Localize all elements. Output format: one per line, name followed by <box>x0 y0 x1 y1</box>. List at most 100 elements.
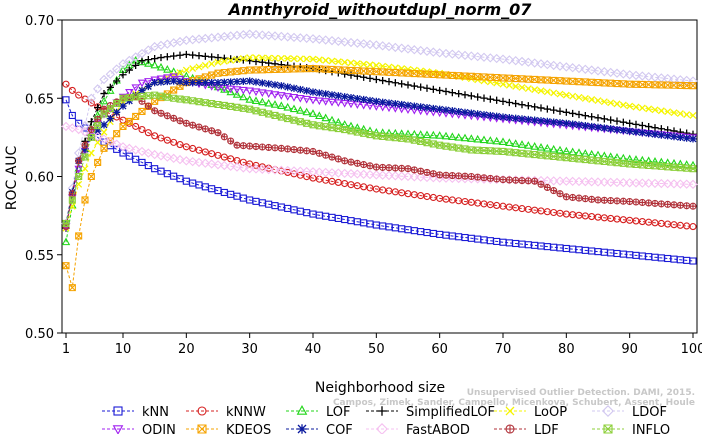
data-point-ldof <box>111 64 122 74</box>
data-point-simplifiedlof <box>208 53 216 61</box>
data-point-knnw <box>157 134 165 142</box>
data-point-ldof <box>384 41 394 52</box>
data-point-fastabod <box>415 172 426 182</box>
data-point-loop <box>303 55 311 63</box>
y-tick-label: 0.55 <box>25 249 54 264</box>
data-point-loop <box>689 112 697 119</box>
data-point-lof <box>562 146 571 155</box>
data-point-lof <box>163 65 172 73</box>
data-point-loop <box>379 62 387 70</box>
data-point-simplifiedlof <box>87 118 95 126</box>
data-point-ldf <box>87 126 95 134</box>
data-point-simplifiedlof <box>284 61 292 69</box>
data-point-simplifiedlof <box>277 61 285 69</box>
data-point-odin <box>321 98 330 106</box>
data-point-kdeos <box>645 81 653 89</box>
data-point-cof <box>106 114 114 123</box>
data-point-cof <box>512 114 520 122</box>
data-point-knn <box>163 170 171 178</box>
legend-marker <box>197 406 207 416</box>
data-point-ldof <box>681 75 692 86</box>
data-point-simplifiedlof <box>360 73 368 81</box>
data-point-inflo <box>233 103 241 111</box>
data-point-cof <box>163 77 171 86</box>
data-point-loop <box>265 54 273 62</box>
data-point-cof <box>214 79 222 87</box>
data-point-ldf <box>233 141 241 149</box>
data-point-inflo <box>379 132 387 140</box>
data-point-lof <box>543 143 552 152</box>
data-point-knnw <box>239 158 247 166</box>
data-point-odin <box>334 99 343 108</box>
data-point-knnw <box>138 126 146 134</box>
y-tick-label: 0.65 <box>25 92 54 107</box>
data-point-ldof <box>396 43 407 53</box>
data-point-cof <box>309 88 317 96</box>
data-point-ldof <box>624 70 635 80</box>
data-point-loop <box>372 61 380 69</box>
data-point-cof <box>138 86 146 95</box>
data-point-odin <box>346 100 356 109</box>
legend-label: ODIN <box>142 423 176 434</box>
data-point-fastabod <box>555 176 565 186</box>
data-point-ldof <box>567 63 578 73</box>
data-point-knn <box>132 155 140 163</box>
data-point-lof <box>505 138 514 146</box>
data-point-ldf <box>189 121 197 129</box>
legend-marker <box>197 424 207 434</box>
data-point-inflo <box>94 122 102 130</box>
data-point-simplifiedlof <box>119 71 127 79</box>
data-point-kdeos <box>404 69 412 77</box>
data-point-loop <box>246 54 254 62</box>
data-point-inflo <box>474 146 482 154</box>
data-point-kdeos <box>170 86 178 94</box>
data-point-simplifiedlof <box>132 61 140 69</box>
data-point-cof <box>277 82 285 90</box>
data-point-simplifiedlof <box>657 125 665 133</box>
data-point-loop <box>239 55 247 62</box>
data-point-simplifiedlof <box>163 53 171 61</box>
data-point-ldf <box>474 173 482 181</box>
data-point-ldof <box>270 31 280 41</box>
data-point-cof <box>556 119 564 127</box>
data-point-lof <box>587 149 596 158</box>
data-point-kdeos <box>214 69 222 77</box>
data-point-cof <box>455 107 463 116</box>
data-point-cof <box>239 77 247 85</box>
data-point-knn <box>68 111 76 120</box>
data-point-ldof <box>409 45 420 55</box>
data-point-inflo <box>486 147 494 155</box>
data-point-ldof <box>669 74 679 84</box>
data-point-cof <box>569 120 577 128</box>
data-point-loop <box>632 103 640 111</box>
legend-label: LDF <box>534 423 559 434</box>
data-point-simplifiedlof <box>106 83 114 91</box>
data-point-ldof <box>130 52 141 62</box>
data-point-kdeos <box>550 76 558 84</box>
data-point-loop <box>366 61 374 69</box>
data-point-ldf <box>296 146 304 154</box>
legend-marker <box>377 406 387 416</box>
data-point-lof <box>384 128 394 137</box>
data-point-lof <box>454 132 463 141</box>
data-point-cof <box>170 77 178 85</box>
data-point-knn <box>220 188 228 197</box>
data-point-cof <box>632 128 640 136</box>
data-point-fastabod <box>631 178 641 188</box>
data-point-knnw <box>303 173 311 181</box>
data-point-lof <box>378 128 387 136</box>
data-point-fastabod <box>580 176 591 187</box>
data-point-lof <box>226 87 235 96</box>
data-point-inflo <box>144 92 152 100</box>
data-point-loop <box>600 98 608 106</box>
data-point-ldf <box>543 183 551 191</box>
data-point-ldf <box>550 187 558 195</box>
data-point-inflo <box>664 163 672 171</box>
data-point-odin <box>296 94 305 103</box>
data-point-fastabod <box>181 156 192 166</box>
x-tick-label: 80 <box>558 342 575 357</box>
data-point-loop <box>638 104 646 112</box>
data-point-lof <box>682 160 691 168</box>
data-point-inflo <box>429 140 437 148</box>
data-point-simplifiedlof <box>258 58 266 66</box>
